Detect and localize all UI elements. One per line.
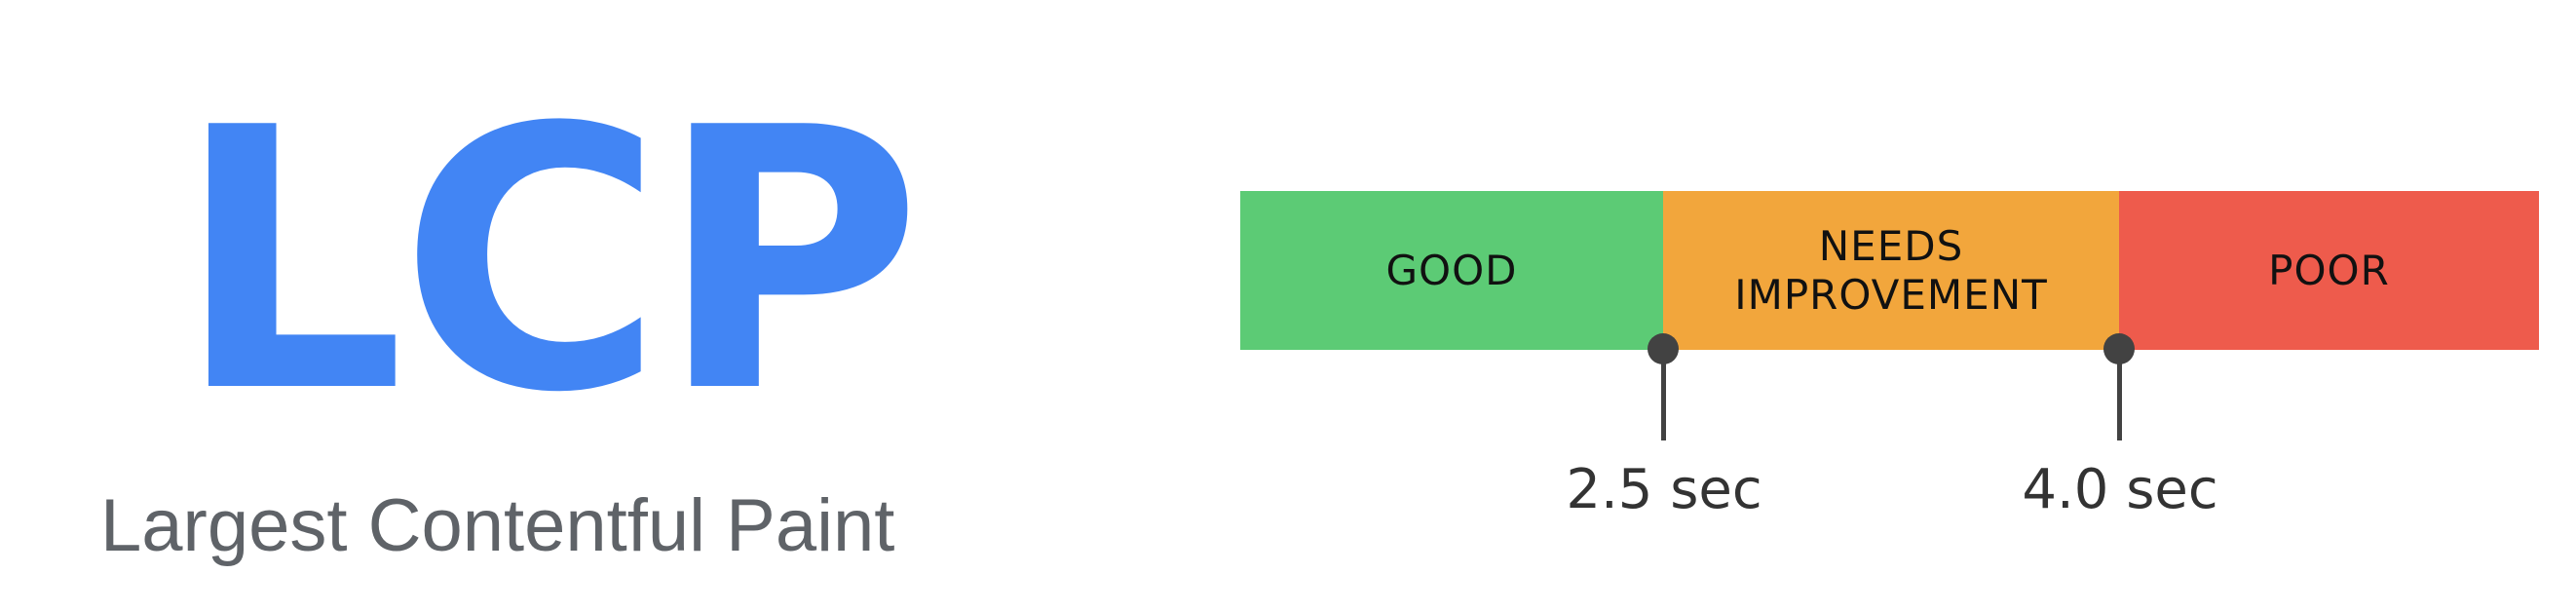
metric-full-name: Largest Contentful Paint — [100, 484, 895, 567]
threshold-marker-dot — [1648, 333, 1679, 364]
threshold-marker-dot — [2103, 333, 2135, 364]
segment-good-label: GOOD — [1385, 246, 1518, 294]
threshold-label: 4.0 sec — [2022, 458, 2218, 521]
threshold-label: 2.5 sec — [1566, 458, 1762, 521]
threshold-marker-line — [1661, 351, 1666, 440]
segment-poor: POOR — [2119, 191, 2539, 350]
segment-needs-improvement: NEEDS IMPROVEMENT — [1663, 191, 2119, 350]
segment-poor-label: POOR — [2268, 246, 2390, 294]
segment-good: GOOD — [1240, 191, 1663, 350]
segment-needs-improvement-label: NEEDS IMPROVEMENT — [1734, 221, 2048, 319]
metric-abbreviation: LCP — [175, 53, 922, 472]
threshold-marker-line — [2117, 351, 2122, 440]
